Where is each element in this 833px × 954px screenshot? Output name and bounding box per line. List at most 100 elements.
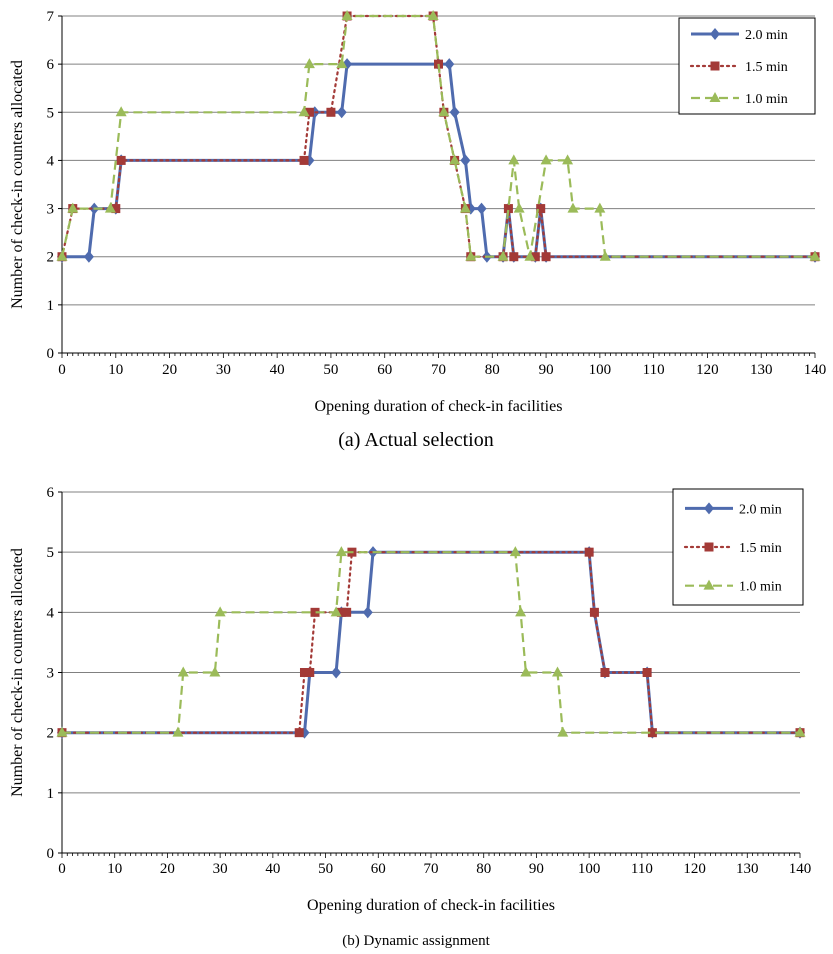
legend-label: 2.0 min xyxy=(745,28,788,43)
legend-marker xyxy=(704,542,714,552)
x-tick-label: 70 xyxy=(431,362,446,378)
data-point xyxy=(294,728,304,738)
y-tick-label: 0 xyxy=(47,346,55,362)
data-point xyxy=(177,666,189,677)
data-point xyxy=(310,607,320,617)
x-tick-label: 110 xyxy=(643,362,665,378)
data-point xyxy=(449,154,461,165)
chart-caption: (a) Actual selection xyxy=(338,429,494,451)
legend-label: 1.0 min xyxy=(739,580,782,595)
x-axis-label: Opening duration of check-in facilities xyxy=(315,398,563,415)
data-point xyxy=(594,202,606,213)
legend: 2.0 min 1.5 min 1.0 min xyxy=(672,488,804,606)
data-point xyxy=(342,607,352,617)
x-tick-label: 40 xyxy=(270,362,285,378)
x-tick-label: 30 xyxy=(213,861,228,877)
data-point xyxy=(503,204,513,214)
data-point xyxy=(438,106,450,117)
x-tick-label: 80 xyxy=(476,861,491,877)
x-tick-label: 130 xyxy=(750,362,773,378)
x-tick-label: 0 xyxy=(58,861,66,877)
data-point xyxy=(536,204,546,214)
data-point xyxy=(647,728,657,738)
y-tick-label: 3 xyxy=(47,666,55,682)
x-tick-label: 60 xyxy=(377,362,392,378)
data-point xyxy=(67,202,79,213)
legend-marker xyxy=(704,502,714,515)
data-point xyxy=(809,250,821,261)
y-tick-label: 5 xyxy=(47,545,55,561)
data-point xyxy=(524,250,536,261)
x-tick-label: 30 xyxy=(216,362,231,378)
data-point xyxy=(298,106,310,117)
legend-label: 1.5 min xyxy=(739,541,782,556)
data-point xyxy=(172,726,184,737)
y-tick-label: 3 xyxy=(47,202,55,218)
data-point xyxy=(299,155,309,165)
data-point xyxy=(56,250,68,261)
y-tick-label: 5 xyxy=(47,105,55,121)
legend-label: 1.0 min xyxy=(745,92,788,107)
data-point xyxy=(444,58,455,71)
data-point xyxy=(111,204,121,214)
x-tick-label: 10 xyxy=(108,362,123,378)
data-point xyxy=(209,666,221,677)
data-point xyxy=(562,154,574,165)
data-point xyxy=(341,10,353,20)
data-point xyxy=(83,250,94,263)
data-point xyxy=(513,202,525,213)
x-tick-label: 80 xyxy=(485,362,500,378)
data-point xyxy=(336,58,348,69)
data-point xyxy=(589,607,599,617)
y-tick-label: 4 xyxy=(47,605,55,621)
legend-marker xyxy=(703,579,715,590)
x-tick-label: 50 xyxy=(323,362,338,378)
data-point xyxy=(427,10,439,20)
x-tick-label: 70 xyxy=(424,861,439,877)
legend-label: 2.0 min xyxy=(739,502,782,517)
data-point xyxy=(330,606,342,617)
x-tick-label: 140 xyxy=(789,861,812,877)
data-point xyxy=(600,668,610,677)
data-point xyxy=(336,106,347,119)
data-point xyxy=(476,202,487,215)
y-tick-label: 2 xyxy=(47,726,55,742)
x-tick-label: 10 xyxy=(107,861,122,877)
x-tick-label: 130 xyxy=(736,861,759,877)
data-point xyxy=(449,106,460,119)
chart-caption: (b) Dynamic assignment xyxy=(342,933,490,949)
data-point xyxy=(214,606,226,617)
data-point xyxy=(299,668,309,677)
data-point xyxy=(335,546,347,557)
data-point xyxy=(794,726,806,737)
data-point xyxy=(465,250,477,261)
data-point xyxy=(508,154,520,165)
data-point xyxy=(115,106,127,117)
data-point xyxy=(599,250,611,261)
data-point xyxy=(541,252,551,262)
data-point xyxy=(304,107,314,117)
x-tick-label: 120 xyxy=(683,861,706,877)
data-point xyxy=(642,668,652,677)
x-tick-label: 60 xyxy=(371,861,386,877)
x-tick-label: 90 xyxy=(529,861,544,877)
x-tick-label: 50 xyxy=(318,861,333,877)
y-tick-label: 7 xyxy=(47,9,55,25)
y-axis-label: Number of check-in counters allocated xyxy=(9,60,26,309)
data-point xyxy=(530,252,540,262)
data-point xyxy=(326,107,336,117)
y-tick-label: 6 xyxy=(47,57,55,73)
x-tick-label: 20 xyxy=(162,362,177,378)
x-tick-label: 90 xyxy=(539,362,554,378)
data-point xyxy=(557,726,569,737)
data-point xyxy=(362,606,373,619)
series-1-0-min xyxy=(56,10,821,261)
x-tick-label: 110 xyxy=(631,861,653,877)
x-tick-label: 40 xyxy=(265,861,280,877)
series-1-0-min xyxy=(56,546,806,737)
data-point xyxy=(336,607,346,617)
legend-marker xyxy=(710,61,720,71)
